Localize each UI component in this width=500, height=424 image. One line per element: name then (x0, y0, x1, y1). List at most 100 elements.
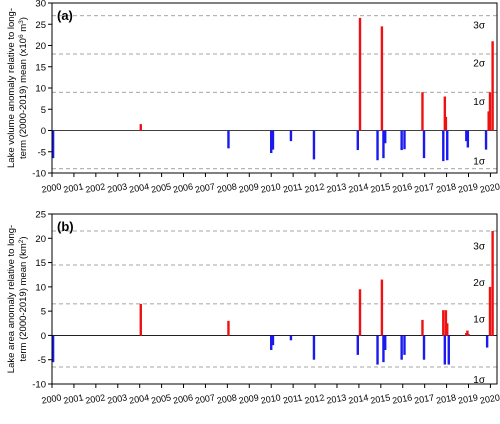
bar (442, 310, 445, 336)
bar (270, 335, 273, 350)
sigma-label: 1σ (473, 314, 486, 325)
x-tick-label: 2008 (216, 181, 237, 194)
bar (485, 335, 489, 348)
bar (487, 111, 490, 131)
x-tick-label: 2002 (85, 392, 106, 405)
bar (312, 130, 316, 160)
panel-label: (b) (57, 219, 74, 234)
bar (384, 335, 387, 350)
x-tick-label: 2018 (435, 392, 456, 405)
x-tick-label: 2017 (413, 181, 434, 194)
bar (139, 303, 142, 336)
bar (400, 335, 403, 360)
x-tick-label: 2012 (304, 181, 325, 194)
bar (382, 335, 385, 363)
x-tick-label: 2016 (391, 181, 412, 194)
sigma-label: 3σ (473, 20, 486, 31)
bar (356, 130, 360, 151)
y-tick-label: 10 (35, 282, 46, 293)
x-tick-label: 2007 (194, 392, 215, 405)
x-tick-label: 2009 (238, 392, 259, 405)
panel-label: (a) (57, 8, 73, 23)
bar (384, 130, 387, 144)
bar (358, 17, 362, 131)
bar (491, 41, 494, 131)
bar (444, 116, 448, 131)
bar (227, 130, 230, 149)
bar (467, 333, 470, 336)
y-tick-label: 30 (35, 0, 46, 10)
bar (139, 124, 142, 131)
bar (444, 310, 448, 336)
bar (446, 130, 449, 161)
x-tick-label: 2019 (457, 181, 478, 194)
x-tick-label: 2014 (348, 181, 369, 194)
bar (358, 289, 362, 336)
bar (466, 330, 469, 336)
bar (488, 286, 492, 336)
y-tick-label: 15 (35, 62, 46, 73)
x-tick-label: 2013 (326, 181, 347, 194)
x-tick-label: 2017 (413, 392, 434, 405)
bar (466, 130, 470, 148)
x-tick-label: 2015 (370, 392, 391, 405)
bar (403, 130, 406, 150)
bar (443, 335, 447, 365)
sigma-label: 3σ (473, 242, 486, 253)
bar (356, 335, 360, 355)
x-tick-label: 2005 (150, 392, 171, 405)
bar (312, 335, 316, 360)
bar (382, 130, 385, 159)
x-tick-label: 2001 (63, 181, 84, 194)
x-tick-label: 2001 (63, 392, 84, 405)
plot-frame (51, 2, 498, 174)
bar (376, 130, 379, 161)
bar (422, 130, 426, 159)
y-tick-label: 5 (41, 105, 46, 116)
bar (442, 130, 445, 162)
x-tick-label: 2005 (150, 181, 171, 194)
y-tick-label: 0 (41, 331, 46, 342)
sigma-label: 1σ (473, 375, 486, 386)
x-tick-label: 2009 (238, 181, 259, 194)
x-tick-label: 2020 (479, 392, 500, 405)
y-tick-label: -5 (38, 355, 46, 366)
x-tick-label: 2003 (107, 392, 128, 405)
x-tick-label: 2020 (479, 181, 500, 194)
x-tick-label: 2006 (172, 392, 193, 405)
y-tick-label: 10 (35, 84, 46, 95)
bar (491, 231, 494, 336)
bar (488, 92, 492, 131)
x-tick-label: 2013 (326, 392, 347, 405)
x-tick-label: 2004 (128, 181, 149, 194)
x-tick-label: 2010 (260, 181, 281, 194)
y-tick-label: 5 (41, 307, 46, 318)
y-tick-label: -10 (32, 169, 46, 180)
bar (465, 130, 468, 142)
bar (443, 96, 447, 131)
bar (421, 319, 424, 336)
bar (380, 279, 384, 336)
x-tick-label: 2000 (41, 392, 62, 405)
x-tick-label: 2010 (260, 392, 281, 405)
bar (227, 320, 230, 336)
x-tick-label: 2011 (282, 181, 303, 194)
bar (422, 335, 426, 360)
x-tick-label: 2019 (457, 392, 478, 405)
bar (484, 130, 488, 150)
x-tick-label: 2016 (391, 392, 412, 405)
bar (51, 335, 55, 363)
bar (400, 130, 403, 151)
bar (271, 130, 275, 150)
bar (376, 335, 379, 365)
bar (289, 130, 293, 142)
y-tick-label: 20 (35, 234, 46, 245)
y-tick-label: 15 (35, 258, 46, 269)
y-tick-label: 0 (41, 126, 46, 137)
plot-frame (51, 213, 498, 385)
y-axis-label: Lake volume anomaly relative to long-ter… (6, 8, 29, 168)
bar (51, 130, 55, 159)
